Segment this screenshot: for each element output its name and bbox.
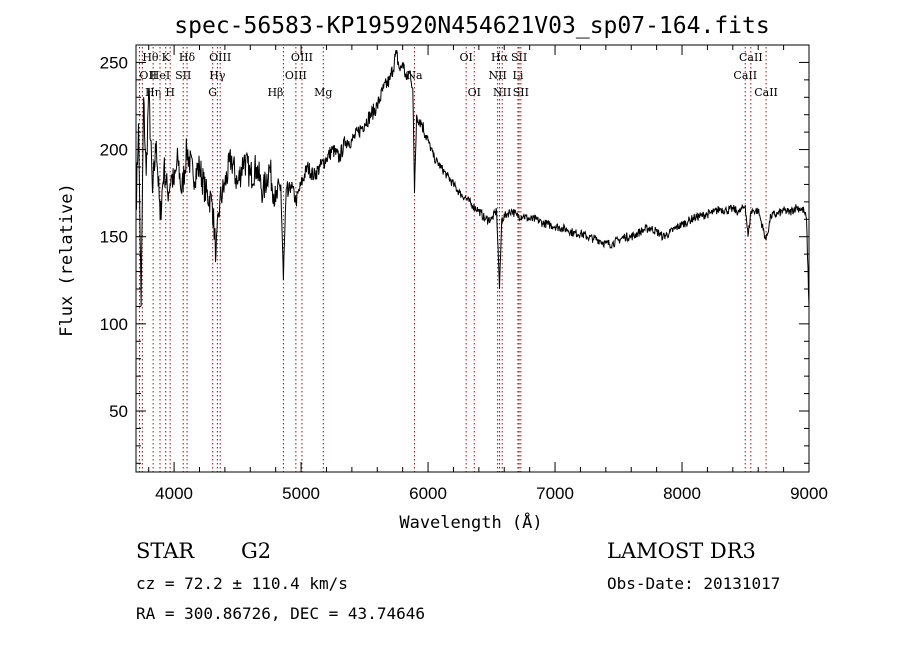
line-label-14: Mg (314, 86, 332, 99)
line-label-21: Li (513, 69, 524, 82)
line-markers: OIIHθHηHeIKHSIIHδGHγOIIIHβOIIIOIIIMgNaOI… (138, 47, 778, 472)
line-label-12: OIII (285, 69, 307, 82)
line-label-24: CaII (733, 69, 757, 82)
x-axis-label: Wavelength (Å) (399, 511, 542, 533)
survey-name: LAMOST DR3 (607, 539, 756, 563)
y-tick-label: 250 (100, 53, 128, 72)
x-tick-label: 4000 (155, 484, 193, 503)
line-label-10: OIII (209, 51, 231, 64)
y-axis-label: Flux (relative) (57, 183, 77, 337)
obs-date: Obs-Date: 20131017 (607, 574, 781, 593)
y-tick-label: 50 (109, 402, 128, 421)
line-label-5: H (165, 86, 175, 99)
chart-title: spec-56583-KP195920N454621V03_sp07-164.f… (174, 13, 769, 39)
object-subclass: G2 (241, 539, 272, 563)
line-label-7: Hδ (179, 51, 196, 64)
line-label-23: SII (513, 86, 529, 99)
axis-ticks: 4000 5000 6000 7000 8000 9000 50 100 150 200 250 (100, 45, 828, 503)
spectrum-line (135, 50, 810, 307)
line-label-13: OIII (291, 51, 313, 64)
line-label-18: NII (488, 69, 506, 82)
y-tick-label: 200 (100, 141, 128, 160)
object-class: STAR (136, 539, 195, 563)
line-label-20: NII (493, 86, 511, 99)
line-label-8: G (208, 86, 217, 99)
line-label-22: SII (511, 51, 527, 64)
x-tick-label: 5000 (282, 484, 320, 503)
x-tick-label: 6000 (409, 484, 447, 503)
line-label-1: Hθ (142, 51, 159, 64)
line-label-2: Hη (145, 86, 161, 99)
line-label-16: OI (459, 51, 472, 64)
line-label-25: CaII (739, 51, 763, 64)
line-label-3: HeI (150, 69, 170, 82)
redshift-cz: cz = 72.2 ± 110.4 km/s (136, 574, 348, 593)
plot-frame (135, 44, 810, 473)
line-label-11: Hβ (267, 86, 283, 99)
x-tick-label: 8000 (663, 484, 701, 503)
y-tick-label: 150 (100, 228, 128, 247)
line-label-6: SII (175, 69, 191, 82)
line-label-19: Hα (491, 51, 509, 64)
line-label-4: K (162, 51, 171, 64)
x-tick-label: 9000 (790, 484, 828, 503)
ra-dec: RA = 300.86726, DEC = 43.74646 (136, 604, 425, 623)
y-tick-label: 100 (100, 315, 128, 334)
x-tick-label: 7000 (536, 484, 574, 503)
line-label-26: CaII (754, 86, 778, 99)
line-label-17: OI (468, 86, 481, 99)
line-label-9: Hγ (209, 69, 226, 82)
